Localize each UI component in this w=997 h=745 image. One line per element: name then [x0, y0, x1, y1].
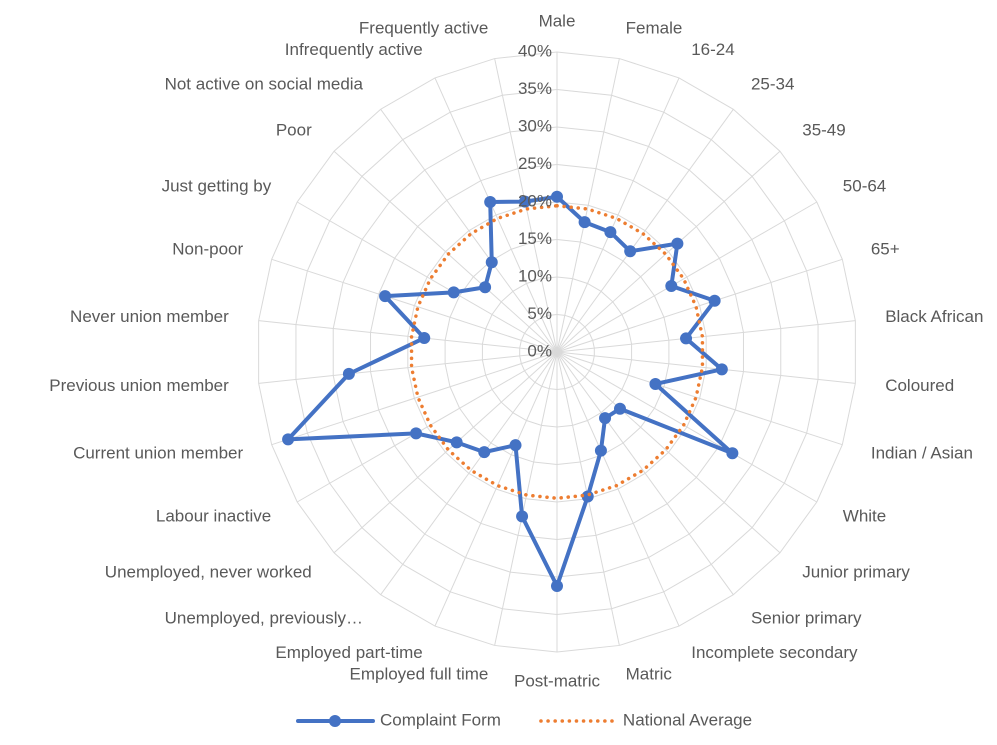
marker	[604, 226, 617, 239]
spoke	[494, 351, 558, 646]
legend-marker	[329, 715, 341, 727]
category-label: Previous union member	[49, 376, 229, 395]
category-label: Just getting by	[162, 176, 272, 195]
tick-label: 30%	[518, 116, 552, 135]
tick-label: 5%	[527, 304, 552, 323]
category-label: 25-34	[751, 75, 794, 94]
category-label: Incomplete secondary	[691, 643, 858, 662]
marker	[516, 510, 529, 523]
category-label: White	[843, 506, 886, 525]
marker	[418, 332, 431, 345]
category-label: Indian / Asian	[871, 443, 973, 462]
spoke	[556, 351, 856, 384]
tick-label: 10%	[518, 266, 552, 285]
category-label: 35-49	[802, 121, 845, 140]
category-label: Unemployed, previously…	[165, 608, 363, 627]
category-label: 16-24	[691, 40, 734, 59]
spoke	[556, 58, 620, 353]
marker	[726, 447, 739, 460]
marker	[578, 216, 591, 229]
category-label: Post-matric	[514, 671, 600, 690]
marker	[624, 245, 637, 258]
category-label: Senior primary	[751, 608, 862, 627]
marker	[379, 290, 392, 303]
marker	[484, 195, 497, 208]
category-label: Coloured	[885, 376, 954, 395]
marker	[342, 367, 355, 380]
marker	[680, 332, 693, 345]
category-label: Junior primary	[802, 562, 910, 581]
spoke	[556, 351, 818, 503]
category-label: Matric	[626, 664, 673, 683]
spoke	[556, 351, 734, 595]
marker	[613, 402, 626, 415]
spoke	[556, 351, 843, 446]
category-label: Male	[539, 11, 576, 30]
marker	[594, 444, 607, 457]
marker	[649, 377, 662, 390]
tick-label: 40%	[518, 41, 552, 60]
marker	[519, 195, 532, 208]
spoke	[556, 351, 680, 627]
category-label: Poor	[276, 121, 312, 140]
spoke	[556, 77, 680, 353]
marker	[450, 436, 463, 449]
spoke	[271, 351, 558, 446]
spoke	[296, 201, 558, 353]
marker	[447, 286, 460, 299]
category-label: 65+	[871, 240, 900, 259]
legend-label: Complaint Form	[380, 710, 501, 729]
category-label: Not active on social media	[165, 75, 364, 94]
spoke	[434, 351, 558, 627]
spoke	[380, 109, 558, 353]
category-label: 50-64	[843, 176, 886, 195]
category-label: Infrequently active	[285, 40, 423, 59]
marker	[509, 439, 522, 452]
category-label: Unemployed, never worked	[105, 562, 312, 581]
spoke	[258, 320, 558, 353]
spoke	[333, 351, 558, 554]
tick-label: 0%	[527, 341, 552, 360]
spoke	[333, 150, 558, 353]
tick-label: 15%	[518, 229, 552, 248]
category-label: Non-poor	[172, 240, 243, 259]
category-label: Female	[626, 19, 683, 38]
spoke	[434, 77, 558, 353]
category-label: Labour inactive	[156, 506, 271, 525]
category-label: Employed full time	[349, 664, 488, 683]
marker	[715, 363, 728, 376]
marker	[551, 580, 563, 592]
spoke	[556, 201, 818, 353]
spoke	[296, 351, 558, 503]
spoke	[380, 351, 558, 595]
marker	[410, 427, 423, 440]
spoke	[258, 351, 558, 384]
marker	[599, 412, 612, 425]
spoke	[556, 150, 781, 353]
tick-label: 35%	[518, 79, 552, 98]
marker	[671, 237, 684, 250]
spoke	[556, 258, 843, 353]
marker	[282, 433, 295, 446]
spoke	[556, 320, 856, 353]
marker	[665, 280, 678, 292]
category-label: Employed part-time	[275, 643, 422, 662]
marker	[479, 281, 492, 294]
tick-label: 25%	[518, 154, 552, 173]
marker	[708, 294, 721, 307]
tick-label: 20%	[518, 191, 552, 210]
category-label: Never union member	[70, 307, 229, 326]
spoke	[556, 109, 734, 353]
marker	[478, 446, 491, 459]
legend-label: National Average	[623, 710, 752, 729]
spoke	[556, 351, 781, 554]
marker	[485, 256, 498, 269]
category-label: Frequently active	[359, 19, 488, 38]
marker	[551, 190, 563, 203]
spoke	[271, 258, 558, 353]
category-label: Current union member	[73, 443, 243, 462]
category-label: Black African	[885, 307, 983, 326]
